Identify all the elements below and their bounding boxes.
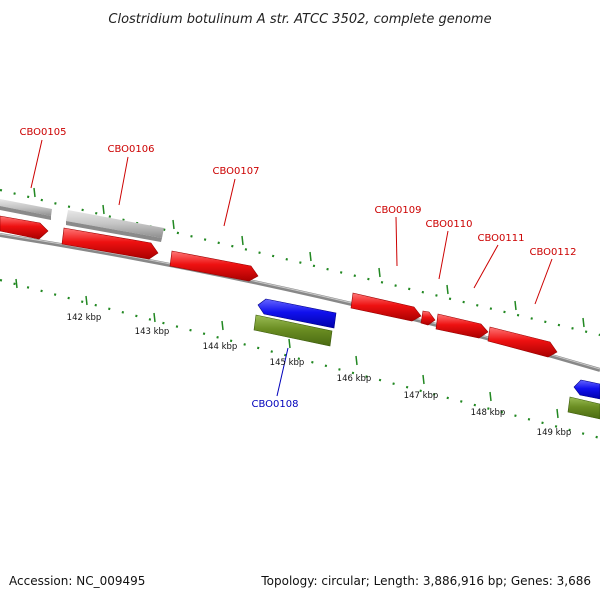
inner-tick-ring [0,278,600,440]
leader-CBO0107 [223,178,236,227]
kbp-label-142: 142 kbp [67,313,102,323]
outer-major-ticks [33,187,585,328]
gene-leader-lines [30,139,553,397]
kbp-label-149: 149 kbp [537,428,572,438]
gene-arrow-CBO0111[interactable] [435,313,489,339]
feature-green-1[interactable] [253,314,333,347]
gene-arrow-CBO0109[interactable] [350,292,422,322]
gene-arrow-CBO0105[interactable] [0,215,49,240]
gene-label-CBO0107[interactable]: CBO0107 [213,166,260,177]
kbp-label-147: 147 kbp [404,391,439,401]
genome-backbone-highlight [0,233,600,370]
gene-arrow-reverse-edge[interactable] [573,379,600,400]
feature-grey-2[interactable] [66,210,164,242]
outer-minor-ticks [0,188,600,337]
kbp-label-143: 143 kbp [135,327,170,337]
kbp-label-146: 146 kbp [337,374,372,384]
kbp-label-144: 144 kbp [203,342,238,352]
gene-label-CBO0111[interactable]: CBO0111 [478,233,525,244]
outer-tick-ring [0,187,600,337]
gene-arrow-CBO0108[interactable] [257,298,337,329]
kbp-label-148: 148 kbp [471,408,506,418]
leader-CBO0108 [276,347,289,397]
gene-label-CBO0105[interactable]: CBO0105 [20,127,67,138]
gene-label-CBO0108[interactable]: CBO0108 [252,399,299,410]
gene-arrow-CBO0107[interactable] [169,250,259,282]
gene-label-CBO0109[interactable]: CBO0109 [375,205,422,216]
feature-green-2[interactable] [567,396,600,420]
gene-arrow-CBO0112[interactable] [487,326,558,358]
leader-CBO0109 [395,216,398,267]
gene-arrow-CBO0106[interactable] [61,227,159,260]
inner-major-ticks [15,278,559,419]
leader-CBO0111 [473,244,499,289]
gene-label-CBO0112[interactable]: CBO0112 [530,247,577,258]
leader-CBO0112 [534,258,553,305]
gene-label-CBO0106[interactable]: CBO0106 [108,144,155,155]
gene-label-CBO0110[interactable]: CBO0110 [426,219,473,230]
genome-summary-text: Topology: circular; Length: 3,886,916 bp… [260,574,591,588]
feature-grey-1[interactable] [0,199,52,220]
leader-CBO0110 [438,230,449,280]
leader-CBO0105 [30,139,43,189]
gene-arrow-CBO0110[interactable] [420,310,436,326]
leader-CBO0106 [118,156,129,206]
map-title: Clostridium botulinum A str. ATCC 3502, … [108,12,491,27]
genome-backbone [0,233,600,372]
kbp-label-145: 145 kbp [270,358,305,368]
accession-text: Accession: NC_009495 [9,574,145,588]
